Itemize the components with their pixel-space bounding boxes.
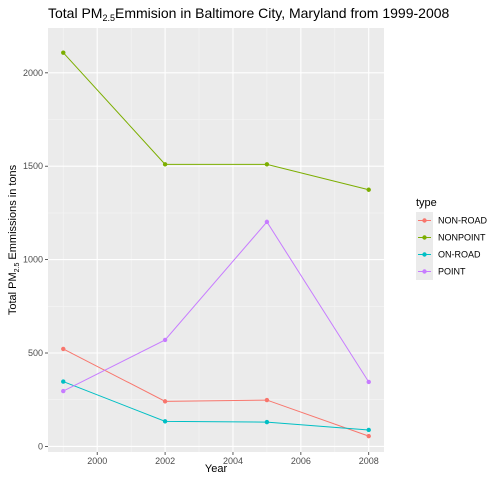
ylabel-main: Total PM [7,272,19,315]
data-point-on-road [162,419,168,424]
data-point-point [264,219,270,225]
legend-key-point [422,269,427,274]
legend-item-nonpoint: NONPOINT [416,229,486,246]
data-point-non-road [162,399,168,404]
data-point-non-road [61,346,66,352]
legend-title: type [416,197,437,209]
legend-label: POINT [438,267,466,277]
y-axis-title: Total PM2.5 Emmissions in tons [7,164,21,315]
x-tick-label: 2006 [291,456,311,466]
grid-layer [48,28,384,452]
data-point-on-road [264,419,270,425]
title-main: Total PM [48,5,102,21]
ylabel-rest: Emmissions in tons [7,164,19,262]
ylabel-subscript: 2.5 [14,263,21,273]
legend-item-non-road: NON-ROAD [416,212,487,229]
data-point-point [366,379,371,385]
axis-layer: 2000 2002 2004 2006 2008 0 500 1000 1500 2000 [23,68,379,466]
data-point-nonpoint [162,162,168,167]
x-tick-label: 2002 [155,456,175,466]
x-tick-label: 2000 [87,456,107,466]
title-rest: Emmision in Baltimore City, Maryland fro… [115,5,450,21]
data-point-nonpoint [366,187,371,192]
data-point-nonpoint [264,162,270,167]
legend: type NON-ROAD NONPOINT ON-ROAD POINT [416,197,487,280]
series-layer [61,50,371,439]
legend-label: ON-ROAD [438,250,481,260]
x-tick-label: 2008 [359,456,379,466]
legend-key-point [422,235,427,240]
data-point-nonpoint [61,50,66,55]
data-point-non-road [264,397,270,403]
data-point-on-road [366,427,371,433]
series-line-non-road [63,348,369,437]
legend-label: NONPOINT [438,233,486,243]
series-line-nonpoint [62,52,369,191]
legend-key-point [422,218,427,223]
x-tick-label: 2004 [223,456,243,466]
title-subscript: 2.5 [102,13,115,23]
series-line-on-road [63,381,369,431]
legend-items: NON-ROAD NONPOINT ON-ROAD POINT [416,212,487,280]
legend-item-point: POINT [416,263,466,280]
data-point-non-road [366,433,371,439]
data-point-point [162,337,168,343]
legend-label: NON-ROAD [438,216,487,226]
legend-key-point [422,252,427,257]
chart-title: Total PM2.5Emmision in Baltimore City, M… [48,5,450,23]
legend-item-on-road: ON-ROAD [416,246,481,263]
x-axis-title: Year [205,463,228,475]
data-point-point [61,388,66,394]
y-tick-label: 500 [28,348,43,358]
series-line-point [63,221,370,392]
y-tick-label: 1500 [23,161,43,171]
data-point-on-road [61,379,66,384]
plot-panel [48,28,384,452]
y-tick-label: 2000 [23,68,43,78]
y-tick-label: 1000 [23,255,43,265]
y-tick-label: 0 [38,441,43,451]
